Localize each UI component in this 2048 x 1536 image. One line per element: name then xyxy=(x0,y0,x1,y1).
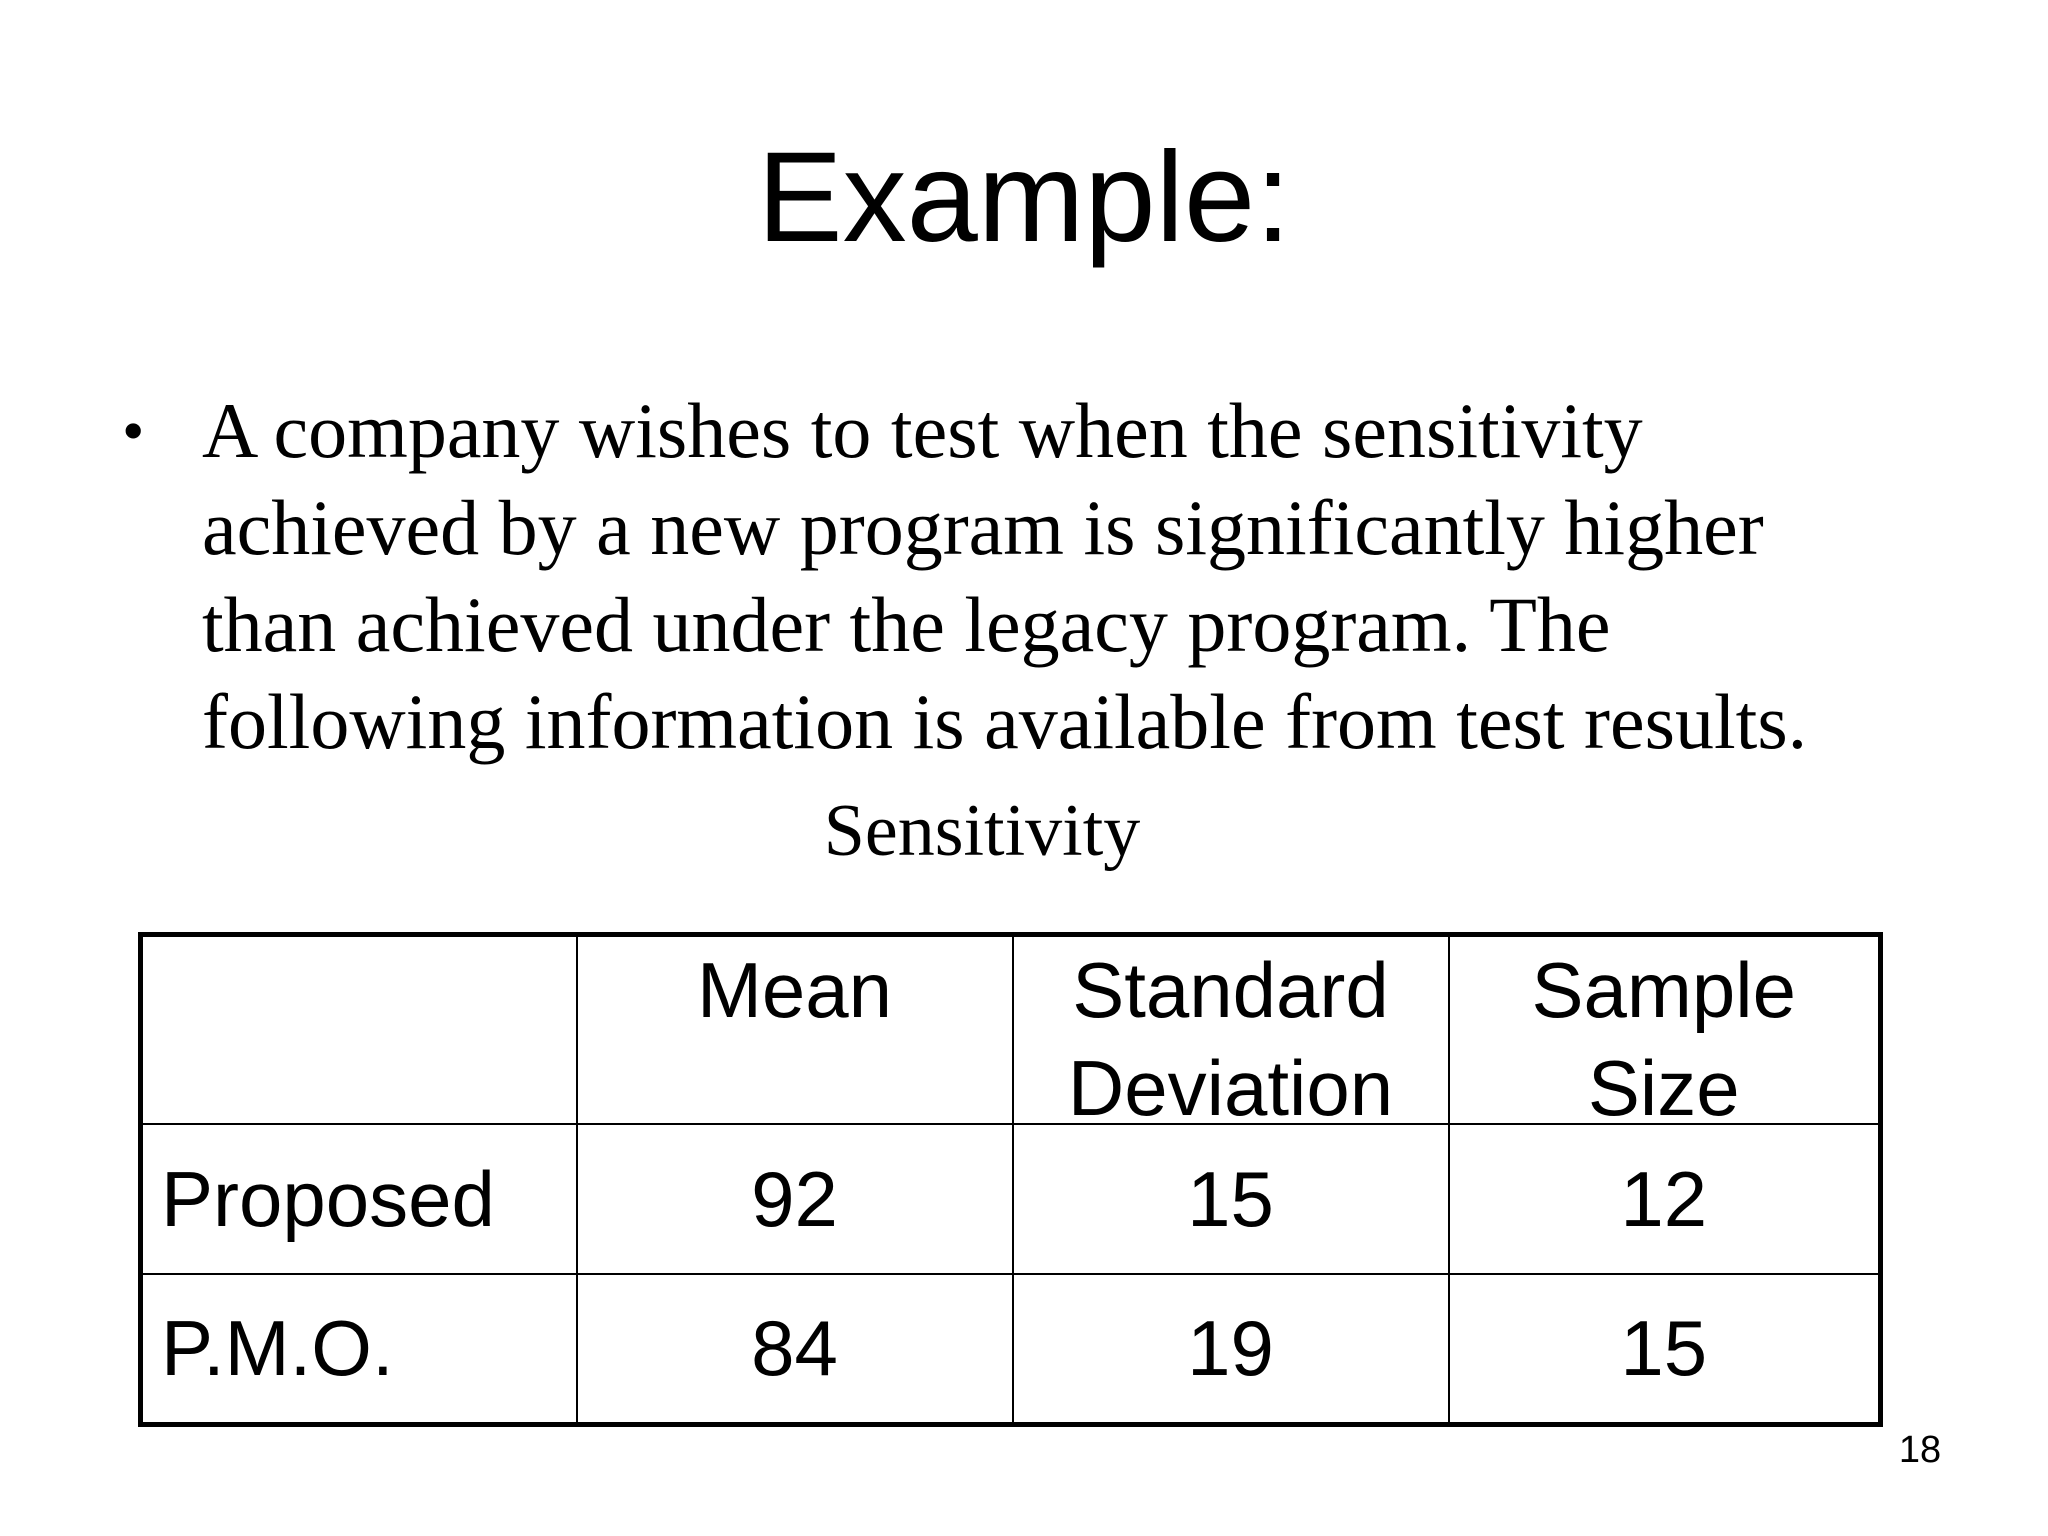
table-header-cell: Mean xyxy=(575,933,1014,1125)
data-table: Mean Standard Deviation Sample Size Prop… xyxy=(138,932,1883,1427)
table-cell-standard-deviation: 19 xyxy=(1011,1273,1450,1425)
table-row-label: Proposed xyxy=(139,1123,578,1275)
bullet-line: achieved by a new program is significant… xyxy=(202,484,1764,571)
table-header-cell xyxy=(139,933,578,1125)
table-row: Proposed 92 15 12 xyxy=(139,1123,1882,1275)
table-header-cell: Sample Size xyxy=(1447,933,1882,1132)
slide-title: Example: xyxy=(757,126,1291,269)
page-number: 18 xyxy=(1898,1429,1942,1471)
bullet-text: A company wishes to test when the sensit… xyxy=(202,382,1962,770)
bullet-symbol: • xyxy=(122,395,145,466)
table-header-row: Mean Standard Deviation Sample Size xyxy=(139,933,1882,1132)
header-text-standard-deviation: Standard Deviation xyxy=(1067,946,1394,1132)
table-row: P.M.O. 84 19 15 xyxy=(139,1273,1882,1425)
table-header-cell: Standard Deviation xyxy=(1011,933,1450,1132)
bullet-line: following information is available from … xyxy=(202,678,1808,765)
header-text-mean: Mean xyxy=(696,946,893,1034)
table-row-label: P.M.O. xyxy=(139,1273,578,1425)
table-cell-standard-deviation: 15 xyxy=(1011,1123,1450,1275)
table-cell-sample-size: 12 xyxy=(1447,1123,1882,1275)
table-caption: Sensitivity xyxy=(823,790,1141,872)
bullet-line: A company wishes to test when the sensit… xyxy=(202,387,1643,474)
table-cell-mean: 84 xyxy=(575,1273,1014,1425)
header-text-empty xyxy=(143,937,576,1123)
table-cell-sample-size: 15 xyxy=(1447,1273,1882,1425)
table-cell-mean: 92 xyxy=(575,1123,1014,1275)
header-text-sample-size: Sample Size xyxy=(1531,946,1796,1132)
bullet-line: than achieved under the legacy program. … xyxy=(202,581,1611,668)
